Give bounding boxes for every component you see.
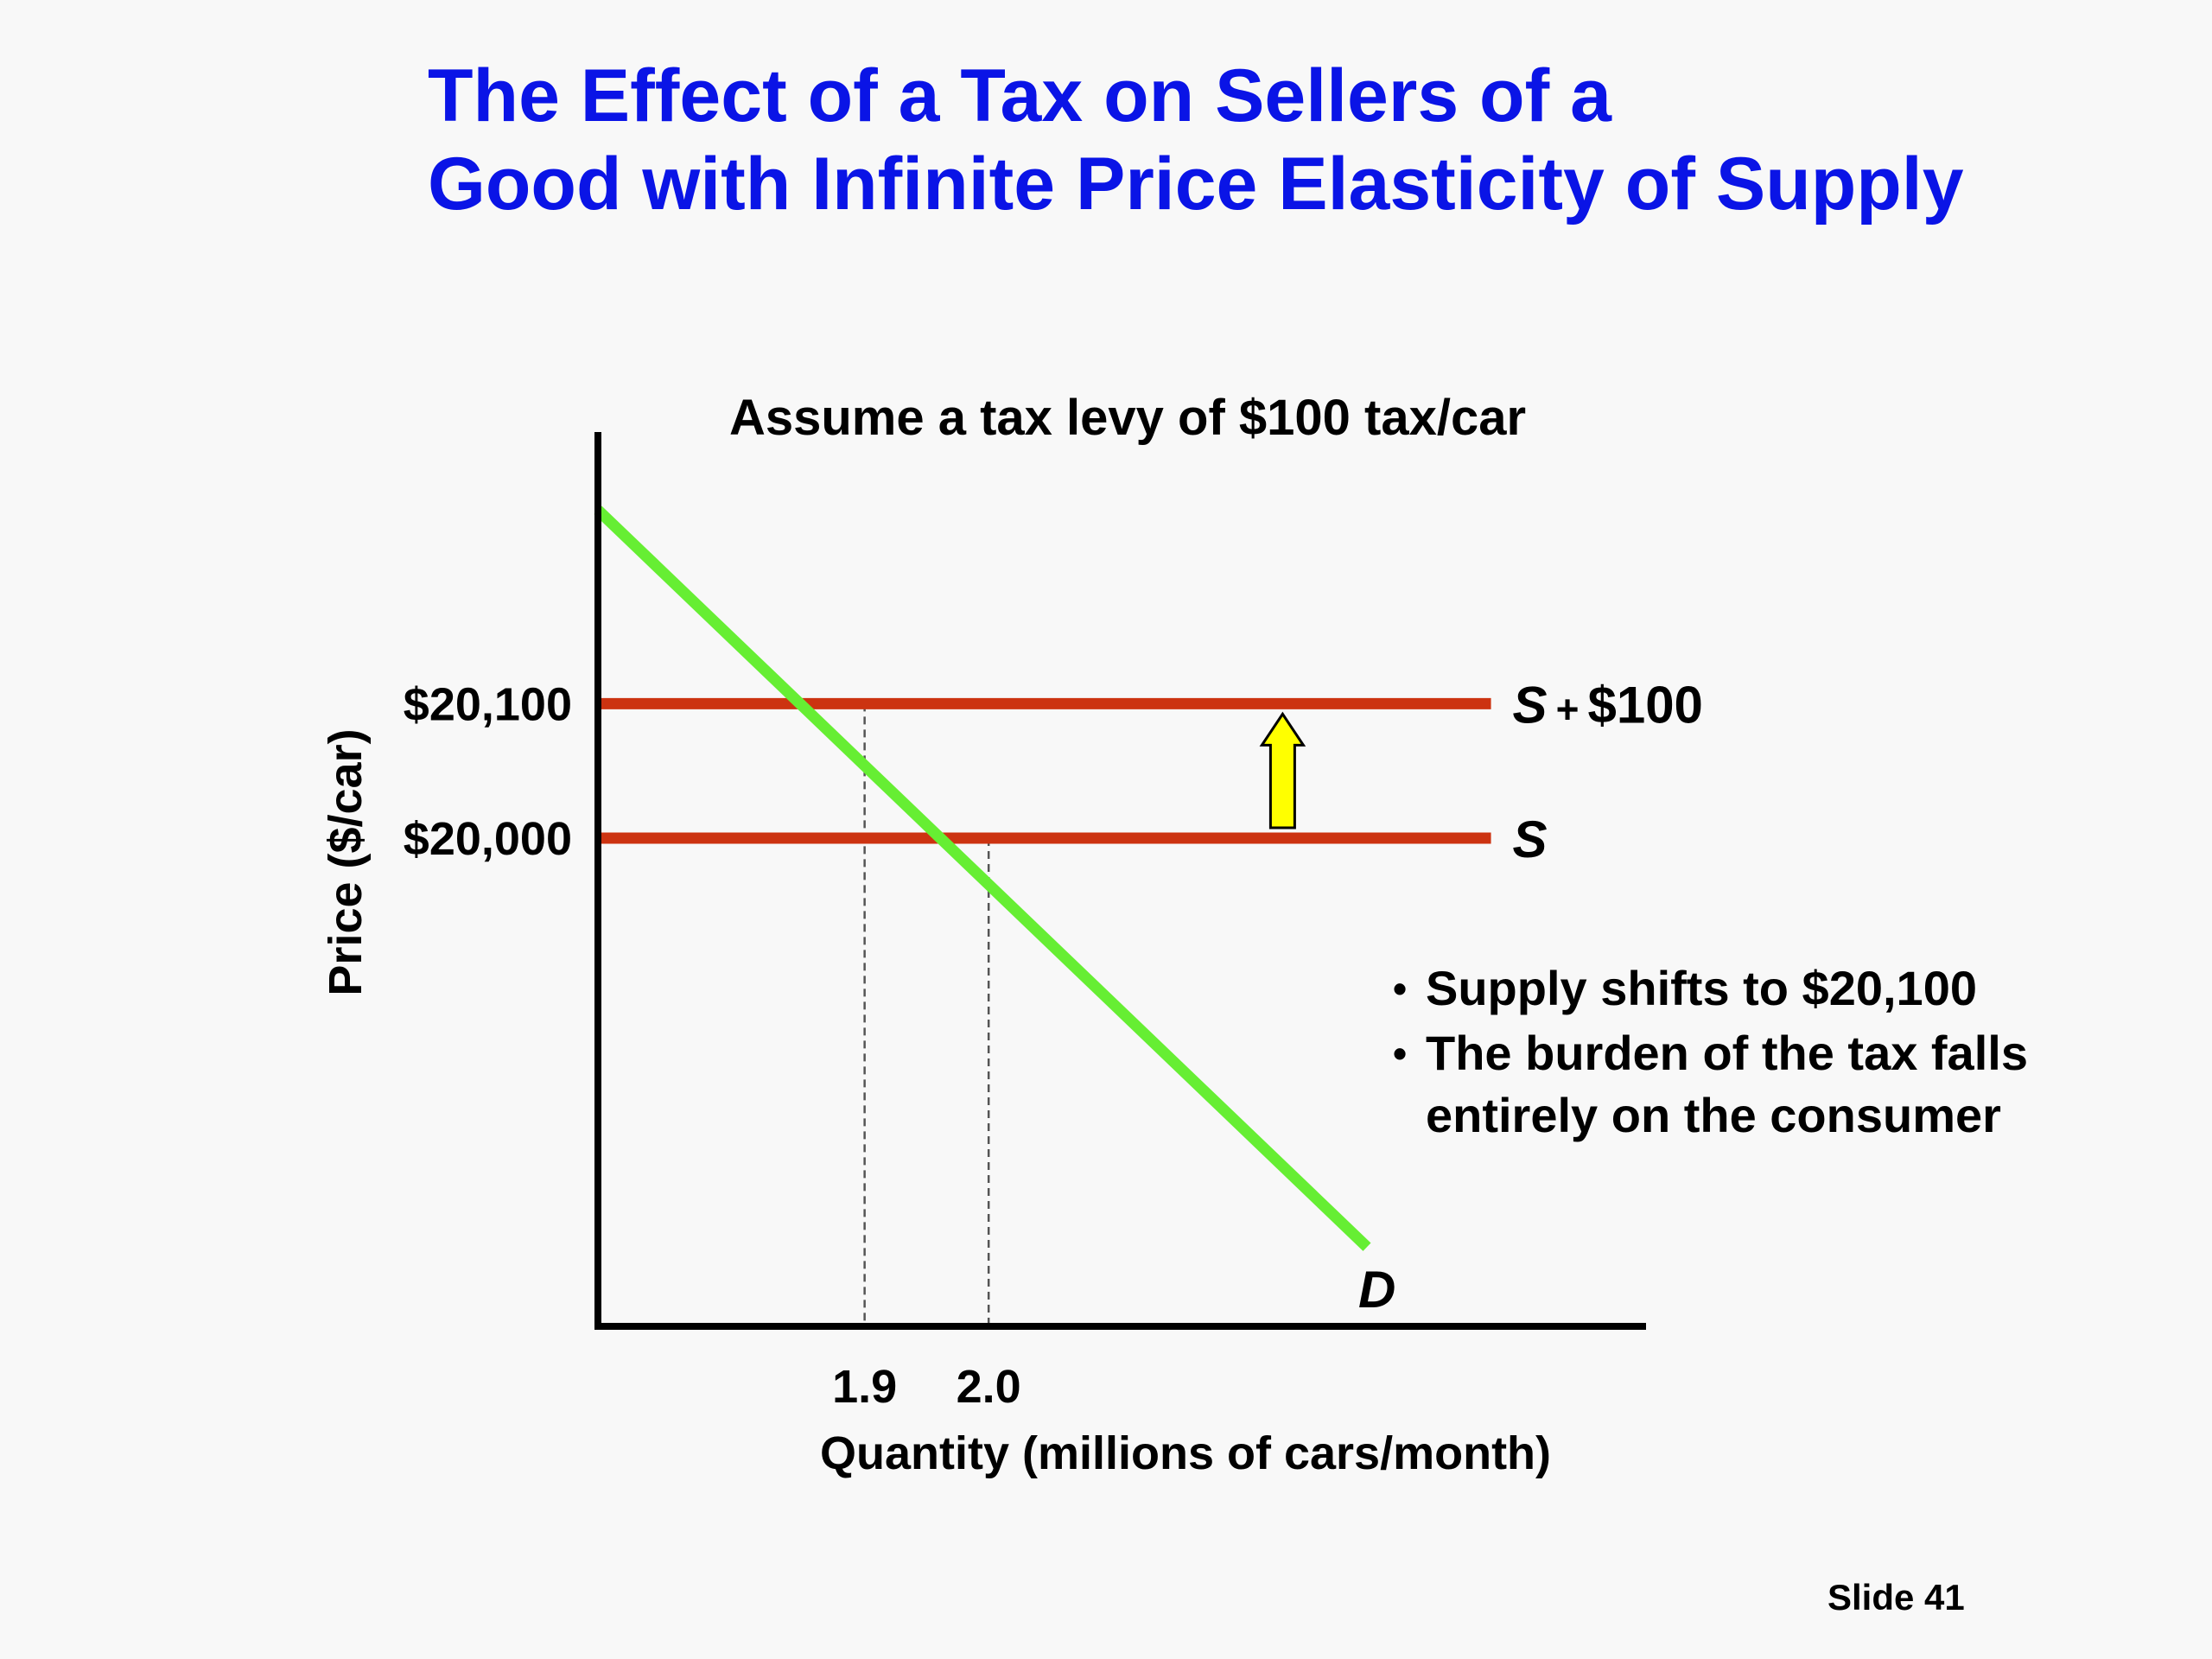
slide-title-line-1: The Effect of a Tax on Sellers of a [428,54,1611,137]
up-arrow-icon [1259,711,1306,830]
x-tick-label-2-0: 2.0 [957,1361,1021,1413]
supply-plus-tax-label-s: S [1513,676,1548,734]
supply-plus-tax-label: S + $100 [1513,676,1703,734]
x-tick-label-1-9: 1.9 [832,1361,897,1413]
slide-number: Slide 41 [1827,1577,1965,1618]
notes-list: Supply shifts to $20,100 The burden of t… [1393,957,2143,1149]
supply-plus-tax-label-plus: + [1556,686,1580,731]
note-item: Supply shifts to $20,100 [1393,957,2143,1020]
x-axis-label: Quantity (millions of cars/month) [820,1427,1551,1479]
y-tick-label-20000: $20,000 [404,813,572,865]
supply-label: S [1513,810,1548,868]
y-axis-label: Price ($/car) [320,728,372,995]
y-tick-label-20100: $20,100 [404,678,572,730]
slide-title-line-2: Good with Infinite Price Elasticity of S… [428,143,1964,226]
slide-title: The Effect of a Tax on Sellers of a Good… [428,52,1964,228]
demand-curve [594,505,1371,1251]
note-item: The burden of the tax falls entirely on … [1393,1022,2143,1147]
chart-title: Assume a tax levy of $100 tax/car [729,390,1526,446]
supply-plus-tax-label-amount: $100 [1587,676,1702,734]
demand-label: D [1358,1261,1395,1319]
